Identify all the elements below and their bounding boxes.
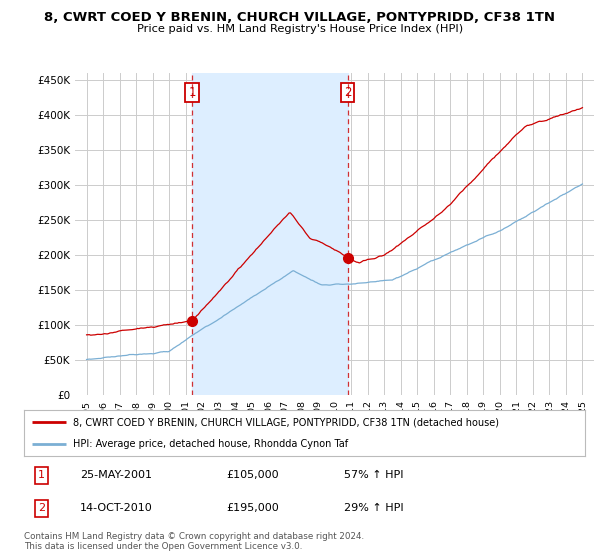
Text: 8, CWRT COED Y BRENIN, CHURCH VILLAGE, PONTYPRIDD, CF38 1TN: 8, CWRT COED Y BRENIN, CHURCH VILLAGE, P… bbox=[44, 11, 556, 24]
Text: 14-OCT-2010: 14-OCT-2010 bbox=[80, 503, 153, 513]
Bar bbox=[192, 73, 347, 395]
Text: 2: 2 bbox=[38, 503, 45, 513]
Text: 1: 1 bbox=[38, 470, 45, 480]
Text: 1: 1 bbox=[188, 86, 196, 99]
Text: 2: 2 bbox=[344, 86, 352, 99]
Text: HPI: Average price, detached house, Rhondda Cynon Taf: HPI: Average price, detached house, Rhon… bbox=[73, 439, 349, 449]
Text: £195,000: £195,000 bbox=[226, 503, 279, 513]
Text: 29% ↑ HPI: 29% ↑ HPI bbox=[344, 503, 403, 513]
Text: 25-MAY-2001: 25-MAY-2001 bbox=[80, 470, 152, 480]
Text: 57% ↑ HPI: 57% ↑ HPI bbox=[344, 470, 403, 480]
Text: Contains HM Land Registry data © Crown copyright and database right 2024.
This d: Contains HM Land Registry data © Crown c… bbox=[24, 532, 364, 552]
Text: £105,000: £105,000 bbox=[226, 470, 278, 480]
Text: 8, CWRT COED Y BRENIN, CHURCH VILLAGE, PONTYPRIDD, CF38 1TN (detached house): 8, CWRT COED Y BRENIN, CHURCH VILLAGE, P… bbox=[73, 417, 499, 427]
Text: Price paid vs. HM Land Registry's House Price Index (HPI): Price paid vs. HM Land Registry's House … bbox=[137, 24, 463, 34]
